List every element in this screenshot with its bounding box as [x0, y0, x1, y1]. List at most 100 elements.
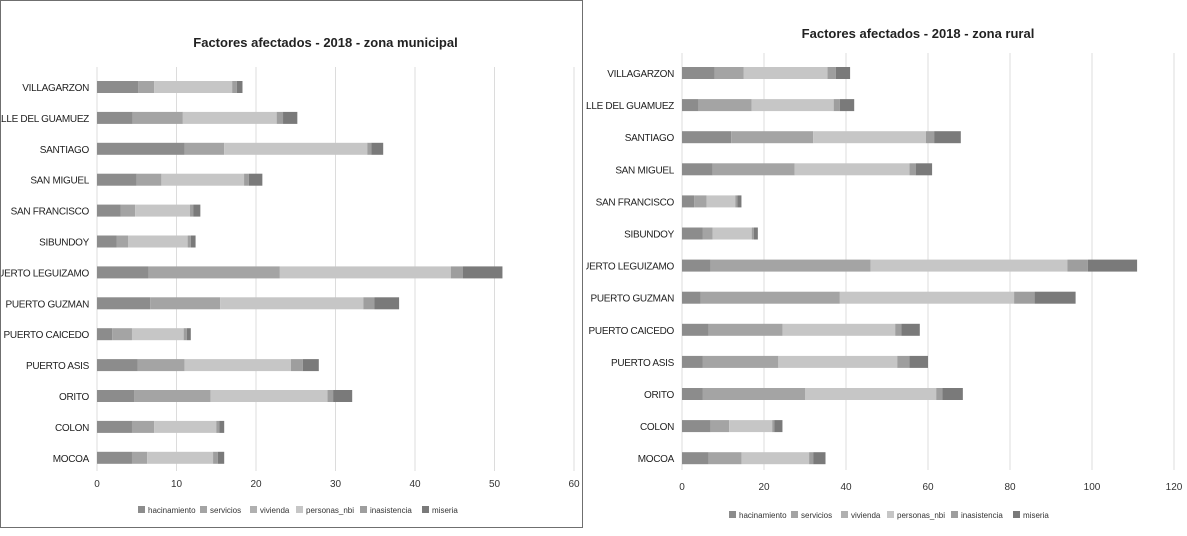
- bar-segment-inasistencia: [897, 355, 910, 368]
- legend-label: personas_nbi: [897, 511, 945, 520]
- category-label: PUERTO GUZMAN: [590, 294, 674, 305]
- bar-segment-miseria: [774, 420, 783, 433]
- bar-segment-inasistencia: [276, 111, 284, 124]
- bar-segment-personas_nbi: [135, 204, 191, 217]
- bar-segment-servicios: [698, 99, 752, 112]
- bar-segment-inasistencia: [936, 388, 943, 400]
- legend-swatch: [951, 511, 958, 518]
- category-label: VILLAGARZON: [607, 69, 674, 80]
- legend-label: servicios: [210, 506, 241, 515]
- legend-swatch: [841, 511, 848, 518]
- bar-segment-servicios: [710, 420, 730, 433]
- bar-segment-servicios: [694, 195, 707, 208]
- legend-label: miseria: [432, 506, 458, 515]
- bar-segment-miseria: [934, 131, 961, 144]
- bar-segment-hacinamiento: [97, 451, 132, 464]
- bar-segment-personas_nbi: [131, 328, 184, 341]
- category-label: VILLAGARZON: [22, 83, 89, 94]
- bar-segment-hacinamiento: [682, 227, 703, 240]
- bar-segment-personas_nbi: [712, 227, 752, 240]
- bar-segment-hacinamiento: [97, 328, 113, 341]
- bar-segment-inasistencia: [925, 131, 935, 144]
- bar-segment-inasistencia: [190, 204, 194, 217]
- x-tick-label: 30: [330, 479, 342, 490]
- legend-label: hacinamiento: [739, 511, 787, 520]
- category-label: PUERTO ASIS: [611, 358, 675, 369]
- bar-segment-servicios: [137, 359, 185, 372]
- legend-swatch: [250, 506, 257, 513]
- category-label: ORITO: [644, 390, 675, 401]
- category-label: PUERTO GUZMAN: [5, 299, 89, 310]
- category-label: SIBUNDOY: [39, 238, 89, 249]
- x-tick-label: 0: [679, 482, 685, 493]
- bar-segment-servicios: [134, 390, 211, 402]
- bar-segment-inasistencia: [909, 163, 916, 176]
- category-label: COLON: [640, 422, 674, 433]
- bar-segment-hacinamiento: [97, 81, 139, 93]
- bar-segment-miseria: [942, 388, 963, 400]
- bar-segment-servicios: [712, 163, 795, 176]
- bar-segment-inasistencia: [232, 81, 237, 93]
- legend-label: personas_nbi: [306, 506, 354, 515]
- bar-segment-servicios: [702, 227, 713, 240]
- bar-segment-miseria: [190, 235, 196, 248]
- bar-segment-hacinamiento: [682, 291, 701, 304]
- bar-segment-personas_nbi: [706, 195, 736, 208]
- bar-segment-servicios: [132, 111, 183, 124]
- bar-segment-inasistencia: [367, 142, 372, 155]
- legend-label: inasistencia: [370, 506, 412, 515]
- bar-segment-miseria: [813, 452, 826, 465]
- x-tick-label: 50: [489, 479, 501, 490]
- bar-segment-miseria: [217, 451, 225, 464]
- bar-segment-hacinamiento: [97, 142, 185, 155]
- legend-label: vivienda: [260, 506, 290, 515]
- bar-segment-servicios: [714, 67, 744, 79]
- legend-label: inasistencia: [961, 511, 1003, 520]
- bar-segment-hacinamiento: [682, 323, 709, 336]
- category-label: PUERTO ASIS: [26, 361, 90, 372]
- bar-segment-personas_nbi: [870, 259, 1068, 272]
- category-label: MOCOA: [53, 454, 90, 465]
- legend-swatch: [887, 511, 894, 518]
- bar-segment-inasistencia: [244, 173, 249, 186]
- legend-swatch: [360, 506, 367, 513]
- bar-segment-servicios: [702, 388, 805, 400]
- bar-segment-miseria: [302, 359, 319, 372]
- bar-segment-personas_nbi: [182, 111, 277, 124]
- bar-segment-servicios: [136, 173, 162, 186]
- bar-segment-hacinamiento: [97, 359, 138, 372]
- bar-segment-hacinamiento: [97, 204, 121, 217]
- bar-segment-miseria: [236, 81, 243, 93]
- category-label: SIBUNDOY: [624, 230, 674, 241]
- legend-swatch: [296, 506, 303, 513]
- bar-segment-servicios: [116, 235, 129, 248]
- bar-segment-personas_nbi: [782, 323, 896, 336]
- category-label: SANTIAGO: [625, 133, 675, 144]
- category-label: VALLE DEL GUAMUEZ: [586, 101, 674, 112]
- bar-segment-inasistencia: [187, 235, 191, 248]
- bar-segment-servicios: [150, 297, 221, 310]
- x-tick-label: 100: [1084, 482, 1101, 493]
- bar-segment-miseria: [193, 204, 201, 217]
- bar-segment-servicios: [120, 204, 136, 217]
- bar-segment-miseria: [753, 227, 758, 240]
- bar-segment-inasistencia: [450, 266, 463, 279]
- bar-segment-hacinamiento: [97, 173, 137, 186]
- bar-segment-hacinamiento: [682, 163, 713, 176]
- legend-label: servicios: [801, 511, 832, 520]
- legend-label: hacinamiento: [148, 506, 196, 515]
- bar-segment-miseria: [374, 297, 400, 310]
- category-label: ORITO: [59, 392, 90, 403]
- bar-segment-inasistencia: [327, 390, 334, 402]
- category-label: SAN FRANCISCO: [11, 207, 90, 218]
- category-label: SAN MIGUEL: [615, 165, 674, 176]
- legend-swatch: [729, 511, 736, 518]
- bar-segment-miseria: [835, 67, 851, 79]
- bar-segment-inasistencia: [213, 451, 218, 464]
- bar-segment-personas_nbi: [161, 173, 245, 186]
- bar-segment-hacinamiento: [97, 266, 149, 279]
- bar-segment-servicios: [131, 420, 155, 433]
- bar-segment-inasistencia: [833, 99, 840, 112]
- bar-segment-miseria: [915, 163, 933, 176]
